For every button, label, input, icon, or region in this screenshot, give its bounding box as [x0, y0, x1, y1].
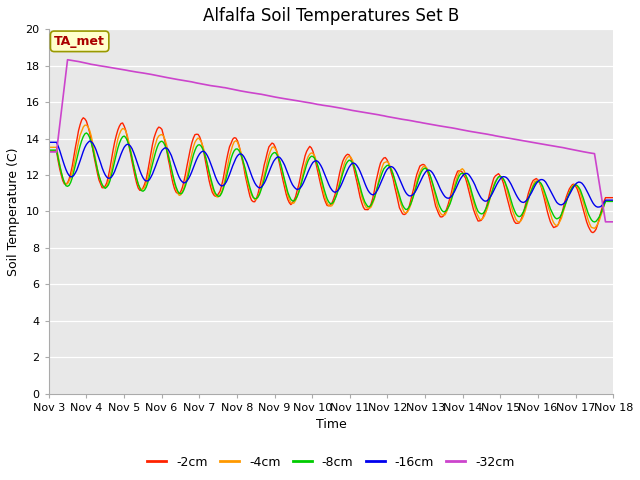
-8cm: [580, 196, 588, 202]
-8cm: [243, 173, 251, 179]
Line: -32cm: -32cm: [49, 60, 613, 222]
Text: TA_met: TA_met: [54, 35, 105, 48]
-2cm: [214, 191, 222, 196]
-16cm: [214, 180, 222, 186]
-8cm: [45, 147, 52, 153]
Line: -8cm: -8cm: [49, 133, 613, 222]
-32cm: [64, 57, 72, 62]
-16cm: [243, 159, 251, 165]
-32cm: [602, 219, 609, 225]
-8cm: [293, 193, 301, 199]
-4cm: [609, 198, 617, 204]
-16cm: [234, 153, 241, 159]
-2cm: [234, 138, 241, 144]
-2cm: [589, 230, 596, 236]
-2cm: [79, 115, 87, 120]
-2cm: [293, 188, 301, 193]
-8cm: [83, 130, 90, 136]
-4cm: [214, 194, 222, 200]
-8cm: [214, 193, 222, 199]
Line: -16cm: -16cm: [49, 141, 613, 207]
-4cm: [234, 139, 241, 145]
-32cm: [214, 84, 222, 90]
-32cm: [609, 219, 617, 225]
Y-axis label: Soil Temperature (C): Soil Temperature (C): [7, 147, 20, 276]
-4cm: [580, 200, 588, 205]
-4cm: [243, 176, 251, 182]
-16cm: [86, 138, 93, 144]
-16cm: [580, 182, 588, 188]
-2cm: [243, 180, 251, 186]
-2cm: [116, 123, 124, 129]
-8cm: [591, 219, 598, 225]
-2cm: [580, 207, 588, 213]
-32cm: [293, 98, 301, 104]
-16cm: [594, 204, 602, 210]
-4cm: [116, 131, 124, 137]
-16cm: [116, 156, 124, 161]
Line: -2cm: -2cm: [49, 118, 613, 233]
-16cm: [293, 187, 301, 192]
-8cm: [609, 199, 617, 204]
-4cm: [83, 122, 90, 128]
Legend: -2cm, -4cm, -8cm, -16cm, -32cm: -2cm, -4cm, -8cm, -16cm, -32cm: [143, 451, 520, 474]
-2cm: [45, 148, 52, 154]
Line: -4cm: -4cm: [49, 125, 613, 228]
-32cm: [45, 149, 52, 155]
X-axis label: Time: Time: [316, 418, 346, 431]
-8cm: [234, 146, 241, 152]
-32cm: [116, 66, 124, 72]
-4cm: [45, 144, 52, 150]
Title: Alfalfa Soil Temperatures Set B: Alfalfa Soil Temperatures Set B: [203, 7, 459, 25]
-8cm: [116, 140, 124, 146]
-2cm: [609, 195, 617, 201]
-32cm: [243, 89, 251, 95]
-16cm: [45, 139, 52, 145]
-16cm: [609, 197, 617, 203]
-4cm: [293, 193, 301, 199]
-32cm: [580, 149, 588, 155]
-32cm: [234, 87, 241, 93]
-4cm: [591, 226, 598, 231]
